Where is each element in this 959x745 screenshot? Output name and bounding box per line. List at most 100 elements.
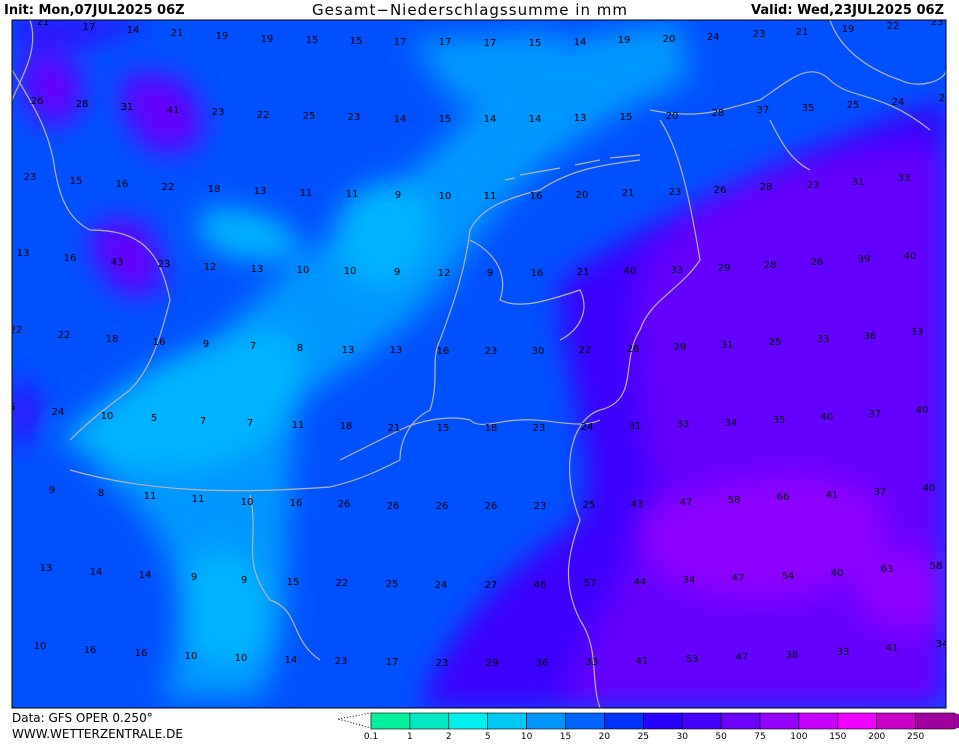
- precip-label: 38: [786, 650, 799, 661]
- precip-label: 16: [135, 648, 148, 659]
- precip-label: 58: [728, 495, 741, 506]
- precip-label: 15: [287, 577, 300, 588]
- precip-label: 43: [111, 257, 124, 268]
- legend-tick-label: 20: [599, 732, 611, 741]
- precip-label: 13: [40, 563, 53, 574]
- precip-label: 20: [666, 111, 679, 122]
- precip-label: 40: [923, 483, 936, 494]
- legend-swatch: [877, 713, 916, 729]
- legend-tick-label: 10: [521, 732, 533, 741]
- precip-label: 18: [340, 421, 353, 432]
- precip-label: 23: [807, 180, 820, 191]
- precip-label: 23: [533, 423, 546, 434]
- precip-label: 23: [931, 17, 944, 28]
- precip-label: 19: [216, 31, 229, 42]
- precip-label: 18: [208, 184, 221, 195]
- legend-swatch: [566, 713, 605, 729]
- precip-label: 20: [576, 190, 589, 201]
- legend-high-arrow: [955, 713, 959, 729]
- precip-label: 19: [618, 35, 631, 46]
- precip-label: 33: [817, 334, 830, 345]
- precip-label: 25: [847, 100, 860, 111]
- precip-label: 23: [436, 658, 449, 669]
- precip-label: 66: [777, 492, 790, 503]
- precip-label: 40: [624, 266, 637, 277]
- legend-swatch: [371, 713, 410, 729]
- precip-label: 25: [583, 500, 596, 511]
- precip-label: 47: [736, 652, 749, 663]
- precip-label: 23: [335, 656, 348, 667]
- precip-label: 22: [887, 21, 900, 32]
- precip-label: 25: [386, 579, 399, 590]
- precip-label: 15: [350, 36, 363, 47]
- precip-label: 18: [485, 423, 498, 434]
- precip-label: 13: [254, 186, 267, 197]
- precip-label: 19: [261, 34, 274, 45]
- precip-label: 11: [484, 191, 497, 202]
- precip-label: 17: [386, 657, 399, 668]
- precip-label: 13: [574, 113, 587, 124]
- precip-label: 28: [712, 108, 725, 119]
- precip-label: 26: [387, 501, 400, 512]
- precip-label: 31: [629, 421, 642, 432]
- precip-label: 40: [904, 251, 917, 262]
- precip-label: 54: [782, 571, 795, 582]
- precip-label: 16: [84, 645, 97, 656]
- precip-label: 23: [485, 346, 498, 357]
- legend-swatch: [643, 713, 682, 729]
- precip-label: 31: [721, 340, 734, 351]
- precip-label: 23: [24, 172, 37, 183]
- precip-label: 34: [725, 418, 738, 429]
- precip-label: 37: [869, 409, 882, 420]
- precip-label: 26: [485, 501, 498, 512]
- precip-label: 11: [192, 494, 205, 505]
- precip-label: 41: [826, 490, 839, 501]
- precip-label: 25: [303, 111, 316, 122]
- precip-label: 10: [235, 653, 248, 664]
- legend-swatch: [760, 713, 799, 729]
- precip-label: 17: [439, 37, 452, 48]
- precip-label: 9: [49, 485, 55, 496]
- website: WWW.WETTERZENTRALE.DE: [12, 727, 183, 741]
- legend-swatch: [410, 713, 449, 729]
- valid-time: Valid: Wed,23JUL2025 06Z: [751, 3, 944, 18]
- precip-label: 14: [394, 114, 407, 125]
- precip-label: 33: [837, 647, 850, 658]
- legend-tick-label: 250: [907, 732, 924, 741]
- precip-label: 36: [536, 658, 549, 669]
- precip-label: 15: [306, 35, 319, 46]
- precip-label: 13: [390, 345, 403, 356]
- precip-label: 35: [773, 415, 786, 426]
- legend-tick-label: 30: [676, 732, 688, 741]
- precip-label: 9: [394, 267, 400, 278]
- init-time: Init: Mon,07JUL2025 06Z: [4, 3, 185, 18]
- legend-swatch: [527, 713, 566, 729]
- legend-swatch: [916, 713, 955, 729]
- precip-label: 12: [204, 262, 217, 273]
- legend-tick-label: 75: [754, 732, 765, 741]
- precip-label: 11: [292, 420, 305, 431]
- precip-label: 21: [577, 267, 590, 278]
- precip-label: 15: [70, 176, 83, 187]
- legend-tick-label: 15: [560, 732, 571, 741]
- precip-label: 46: [534, 580, 547, 591]
- precip-label: 12: [438, 268, 451, 279]
- precip-label: 16: [116, 179, 129, 190]
- precip-label: 21: [37, 17, 50, 28]
- precip-label: 11: [346, 189, 359, 200]
- precip-label: 10: [344, 266, 357, 277]
- precip-label: 9: [241, 575, 247, 586]
- precip-label: 25: [769, 337, 782, 348]
- precip-label: 10: [439, 191, 452, 202]
- precip-label: 24: [52, 407, 65, 418]
- precip-label: 57: [584, 578, 597, 589]
- legend-swatch: [799, 713, 838, 729]
- legend-swatch: [449, 713, 488, 729]
- precip-label: 28: [627, 344, 640, 355]
- precip-label: 26: [436, 501, 449, 512]
- precip-label: 9: [487, 268, 493, 279]
- precip-label: 34: [683, 575, 696, 586]
